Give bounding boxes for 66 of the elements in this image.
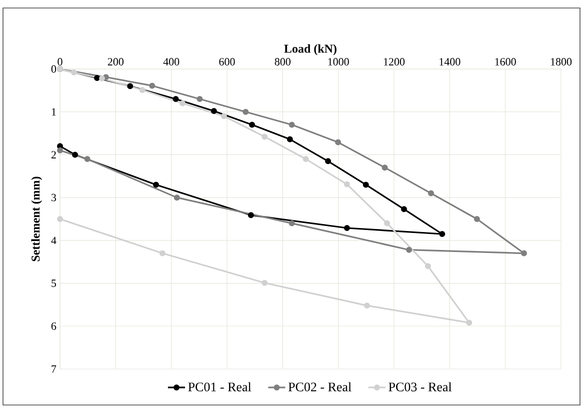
point bbox=[94, 75, 100, 82]
legend-label: PC03 - Real bbox=[388, 382, 452, 392]
point bbox=[210, 108, 217, 114]
point bbox=[401, 206, 408, 212]
point bbox=[153, 182, 160, 188]
x-tick-label: 400 bbox=[163, 58, 180, 66]
x-tick-label: 0 bbox=[58, 58, 62, 66]
legend-label: PC01 - Real bbox=[188, 382, 252, 392]
y-axis-title: Settlement (mm) bbox=[31, 176, 42, 262]
x-tick-label: 1000 bbox=[328, 58, 349, 66]
point bbox=[384, 220, 390, 226]
y-tick-label: 2 bbox=[51, 151, 56, 158]
point bbox=[159, 250, 166, 256]
y-tick-label: 5 bbox=[52, 280, 56, 287]
point bbox=[362, 182, 369, 188]
y-tick-label: 4 bbox=[51, 236, 56, 244]
y-tick-label: 0 bbox=[51, 65, 56, 73]
point bbox=[249, 122, 256, 128]
point bbox=[288, 220, 295, 226]
point bbox=[344, 224, 350, 231]
point bbox=[179, 100, 186, 106]
point bbox=[174, 194, 180, 201]
point bbox=[466, 320, 472, 326]
point bbox=[248, 212, 254, 218]
x-tick-label: 1400 bbox=[440, 58, 460, 66]
point bbox=[262, 134, 268, 140]
point bbox=[364, 302, 370, 309]
point bbox=[288, 122, 295, 128]
point bbox=[84, 156, 90, 162]
point bbox=[286, 136, 293, 142]
point bbox=[406, 246, 412, 253]
point bbox=[149, 82, 156, 89]
x-tick-label: 800 bbox=[274, 58, 290, 66]
point bbox=[72, 152, 78, 158]
point bbox=[172, 96, 179, 102]
point bbox=[127, 83, 134, 90]
legend-label: PC02 - Real bbox=[288, 382, 352, 392]
point bbox=[335, 139, 342, 146]
y-tick-label: 6 bbox=[51, 322, 56, 330]
point bbox=[99, 75, 106, 82]
point bbox=[439, 230, 446, 237]
x-tick-label: 600 bbox=[219, 58, 235, 66]
y-tick-label: 3 bbox=[52, 194, 56, 202]
point bbox=[70, 69, 77, 76]
y-tick-label: 1 bbox=[52, 108, 56, 116]
point bbox=[520, 250, 527, 256]
point bbox=[262, 280, 268, 286]
x-tick-label: 1800 bbox=[550, 58, 572, 66]
point bbox=[424, 263, 431, 270]
y-tick-label: 7 bbox=[52, 365, 56, 373]
point bbox=[57, 147, 64, 154]
point bbox=[57, 216, 64, 222]
point bbox=[139, 87, 146, 94]
point bbox=[242, 108, 249, 115]
x-axis-title: Load (kN) bbox=[284, 44, 336, 56]
point bbox=[196, 96, 203, 102]
point bbox=[220, 113, 227, 120]
point bbox=[344, 181, 350, 188]
x-tick-label: 200 bbox=[108, 58, 124, 66]
x-tick-label: 1600 bbox=[495, 58, 516, 66]
point bbox=[474, 216, 480, 222]
x-tick-label: 1200 bbox=[384, 58, 405, 66]
point bbox=[428, 190, 434, 196]
point bbox=[325, 158, 332, 164]
point bbox=[382, 164, 388, 171]
point bbox=[302, 156, 309, 162]
